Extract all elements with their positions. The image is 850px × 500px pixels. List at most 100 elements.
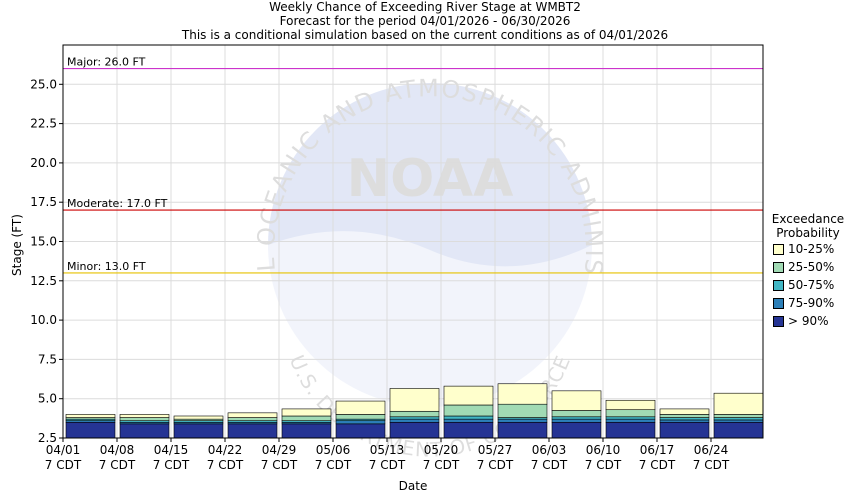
bar-segment-06-10-1 [605, 418, 656, 423]
bar-segment-04-08-4 [119, 414, 170, 418]
bar-segment-05-20-4 [443, 385, 494, 406]
x-tick-sublabel: 7 CDT [153, 458, 190, 472]
y-tick-label: 10.0 [30, 313, 57, 327]
bar-segment-05-27-3 [497, 403, 548, 418]
legend-title-line1: Exceedance [771, 212, 845, 226]
x-tick-sublabel: 7 CDT [45, 458, 82, 472]
x-tick-label: 04/08 [100, 443, 135, 457]
noaa-watermark-disc [268, 83, 592, 407]
chart-subtitle-conditions: This is a conditional simulation based o… [181, 28, 669, 42]
x-tick-label: 06/17 [640, 443, 675, 457]
bar-segment-05-27-0 [497, 421, 548, 439]
y-tick-label: 20.0 [30, 156, 57, 170]
bar-segment-04-08-0 [119, 423, 170, 439]
bar-segment-05-20-1 [443, 418, 494, 423]
bar-segment-05-13-3 [389, 410, 440, 418]
bar-segment-04-22-0 [227, 423, 278, 439]
y-axis: 2.5 5.0 7.5 10.0 12.5 15.0 17.5 20.0 22.5 25.0 [30, 77, 63, 445]
y-tick-label: 2.5 [38, 431, 57, 445]
x-tick-label: 04/29 [262, 443, 297, 457]
bar-segment-04-01-0 [65, 421, 116, 439]
x-tick-sublabel: 7 CDT [423, 458, 460, 472]
bar-segment-06-17-2 [659, 417, 710, 421]
noaa-watermark-wave [268, 231, 592, 422]
x-tick-sublabel: 7 CDT [99, 458, 136, 472]
x-tick-label: 06/24 [694, 443, 729, 457]
chart-subtitle-period: Forecast for the period 04/01/2026 - 06/… [279, 14, 571, 28]
x-tick-sublabel: 7 CDT [585, 458, 622, 472]
bar-segment-06-17-1 [659, 419, 710, 423]
bar-segment-06-24-0 [713, 421, 764, 439]
x-tick-sublabel: 7 CDT [369, 458, 406, 472]
chart-title: Weekly Chance of Exceeding River Stage a… [269, 0, 581, 14]
bar-segment-04-01-4 [65, 414, 116, 418]
bar-segment-06-24-4 [713, 392, 764, 415]
x-tick-label: 05/13 [370, 443, 405, 457]
y-tick-label: 25.0 [30, 77, 57, 91]
flood-level-lines: Major: 26.0 FT Moderate: 17.0 FT Minor: 13… [63, 56, 763, 274]
x-tick-label: 05/20 [424, 443, 459, 457]
bar-segment-04-22-3 [227, 417, 278, 422]
bar-segment-06-17-4 [659, 408, 710, 415]
bar-segment-06-10-0 [605, 421, 656, 439]
bar-segment-06-10-4 [605, 399, 656, 411]
y-tick-label: 7.5 [38, 352, 57, 366]
legend-swatch [773, 279, 784, 291]
flood-label: Moderate: 17.0 FT [67, 197, 168, 210]
legend: Exceedance Probability 10-25% 25-50% 50-75… [766, 212, 850, 330]
bar-segment-04-08-3 [119, 417, 170, 422]
legend-swatch [773, 243, 784, 255]
y-tick-label: 22.5 [30, 117, 57, 131]
x-tick-sublabel: 7 CDT [261, 458, 298, 472]
bar-segment-05-20-0 [443, 421, 494, 439]
x-tick-sublabel: 7 CDT [639, 458, 676, 472]
bar-segment-05-13-4 [389, 388, 440, 412]
bar-segment-06-10-2 [605, 416, 656, 420]
x-tick-label: 05/06 [316, 443, 351, 457]
x-tick-label: 04/22 [208, 443, 243, 457]
y-tick-label: 17.5 [30, 195, 57, 209]
legend-label: 25-50% [788, 260, 835, 274]
bar-segment-05-20-2 [443, 415, 494, 420]
bar-segment-06-03-4 [551, 390, 602, 411]
bar-segment-05-13-1 [389, 418, 440, 423]
bar-segment-05-13-2 [389, 416, 440, 420]
x-tick-sublabel: 7 CDT [315, 458, 352, 472]
y-axis-label: Stage (FT) [10, 214, 24, 276]
legend-item: 75-90% [773, 294, 850, 312]
bar-segment-04-15-0 [173, 423, 224, 439]
bar-segment-06-03-1 [551, 418, 602, 423]
legend-label: > 90% [788, 314, 829, 328]
noaa-watermark-logo: NOAA [347, 149, 514, 209]
legend-label: 75-90% [788, 296, 835, 310]
bar-segment-05-27-1 [497, 418, 548, 423]
y-tick-label: 12.5 [30, 274, 57, 288]
x-tick-label: 06/10 [586, 443, 621, 457]
flood-label: Major: 26.0 FT [67, 56, 146, 69]
bar-segment-06-17-0 [659, 421, 710, 439]
bar-segment-05-27-4 [497, 383, 548, 405]
x-tick-label: 04/15 [154, 443, 189, 457]
legend-swatch [773, 315, 784, 327]
bar-segment-05-06-3 [335, 414, 386, 420]
bar-segment-04-22-4 [227, 412, 278, 418]
bar-segment-04-29-4 [281, 408, 332, 417]
legend-item: 10-25% [773, 240, 850, 258]
x-tick-sublabel: 7 CDT [531, 458, 568, 472]
bar-segment-06-24-1 [713, 419, 764, 423]
legend-item: 50-75% [773, 276, 850, 294]
y-tick-label: 15.0 [30, 235, 57, 249]
bar-segment-05-06-4 [335, 400, 386, 415]
legend-swatch [773, 261, 784, 273]
bar-segment-05-06-1 [335, 420, 386, 425]
legend-item: > 90% [773, 312, 850, 330]
bar-segment-06-24-3 [713, 414, 764, 418]
legend-item: 25-50% [773, 258, 850, 276]
bar-segment-06-24-2 [713, 417, 764, 421]
bar-segment-05-13-0 [389, 421, 440, 439]
x-tick-label: 05/27 [478, 443, 513, 457]
bar-segment-04-29-0 [281, 423, 332, 439]
x-tick-sublabel: 7 CDT [477, 458, 514, 472]
bar-segment-04-15-4 [173, 415, 224, 420]
